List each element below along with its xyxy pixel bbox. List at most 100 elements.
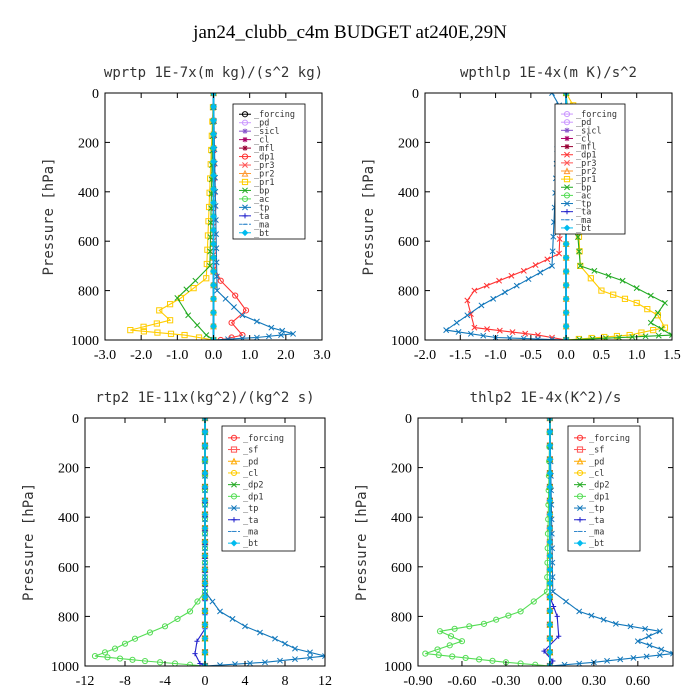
data-point	[292, 645, 298, 652]
data-point	[247, 660, 253, 666]
panel-title: rtp2 1E-11x(kg^2)/(kg^2 s)	[95, 390, 314, 406]
data-point	[670, 650, 673, 657]
legend: _forcing_pd_sicl_cl_mfl_dp1_pr3_pr2_pr1_…	[554, 103, 626, 235]
data-point	[546, 566, 554, 573]
data-point	[167, 317, 174, 324]
legend-marker	[564, 144, 570, 150]
data-point	[546, 442, 554, 449]
data-point	[532, 661, 539, 666]
x-tick-label: -0.90	[403, 674, 432, 689]
x-tick-label: 0.30	[582, 674, 607, 689]
legend-label: _pr3	[576, 159, 596, 169]
data-point	[520, 335, 527, 340]
series-line-dp1	[466, 93, 567, 340]
data-point	[231, 304, 237, 311]
x-tick-label: -1.0	[484, 348, 506, 363]
data-point	[505, 612, 512, 619]
data-point	[561, 661, 568, 666]
data-point	[201, 635, 209, 642]
legend-marker	[576, 434, 584, 441]
series-group	[91, 418, 325, 666]
data-point	[210, 103, 217, 111]
data-point	[616, 334, 623, 340]
y-tick-label: 800	[398, 285, 419, 300]
data-point	[562, 268, 570, 275]
data-point	[576, 660, 583, 666]
legend-marker	[241, 195, 249, 202]
legend-label: _dp2	[589, 481, 609, 491]
data-point	[576, 248, 583, 255]
panel-title: thlp2 1E-4x(K^2)/s	[470, 390, 622, 406]
legend-label: _ta	[243, 516, 258, 526]
x-tick-label: -2.0	[414, 348, 436, 363]
legend-label: _sicl	[576, 126, 602, 136]
data-point	[658, 646, 665, 653]
data-point	[210, 322, 217, 330]
data-point	[242, 307, 250, 314]
data-point	[229, 615, 236, 622]
data-point	[210, 213, 217, 220]
data-point	[598, 287, 605, 294]
data-point	[458, 638, 466, 645]
legend-label: _cl	[589, 469, 604, 479]
data-point	[201, 580, 209, 587]
data-point	[192, 651, 198, 657]
y-tick-label: 200	[78, 136, 99, 151]
x-tick-label: 2.0	[277, 348, 295, 363]
data-point	[541, 648, 547, 654]
data-point	[554, 613, 560, 619]
legend-label: _pr3	[254, 161, 274, 171]
data-point	[322, 653, 325, 660]
data-point	[471, 324, 478, 331]
legend-label: _sf	[243, 446, 258, 456]
legend-marker	[242, 128, 248, 134]
data-point	[210, 130, 217, 138]
data-point	[634, 638, 641, 645]
legend-marker	[230, 457, 238, 465]
data-point	[154, 329, 161, 336]
data-point	[626, 331, 633, 339]
data-point	[201, 511, 209, 518]
data-point	[257, 629, 263, 636]
y-tick-label: 600	[58, 561, 79, 576]
legend-marker	[563, 167, 571, 175]
legend-marker	[563, 110, 571, 118]
data-point	[646, 642, 653, 649]
data-point	[277, 657, 283, 664]
data-point	[174, 615, 181, 622]
x-tick-label: -0.60	[447, 674, 476, 689]
data-point	[642, 625, 649, 632]
y-tick-label: 1000	[391, 334, 419, 349]
data-point	[556, 633, 562, 639]
data-point	[546, 418, 553, 421]
series-line-dp1	[425, 418, 551, 666]
data-point	[206, 262, 213, 269]
data-point	[509, 329, 516, 336]
legend-marker	[231, 517, 237, 523]
data-point	[217, 608, 223, 615]
data-point	[194, 638, 200, 644]
data-point	[645, 633, 652, 640]
data-point	[207, 234, 214, 241]
data-point	[562, 309, 570, 316]
data-point	[550, 603, 557, 610]
legend-marker	[242, 187, 248, 194]
legend-label: _cl	[576, 134, 591, 144]
y-tick-label: 200	[398, 136, 419, 151]
data-point	[203, 275, 210, 282]
data-point	[562, 322, 570, 330]
data-point	[480, 332, 487, 339]
data-point	[546, 648, 554, 656]
data-point	[464, 312, 471, 319]
legend-marker	[563, 192, 571, 199]
data-point	[214, 287, 221, 294]
legend-label: _cl	[254, 136, 269, 146]
x-tick-label: -1.0	[166, 348, 188, 363]
data-point	[562, 295, 570, 303]
x-tick-label: 3.0	[313, 348, 331, 363]
x-tick-label: -8	[119, 674, 131, 689]
legend-marker	[564, 151, 570, 158]
x-tick-label: 8	[282, 674, 289, 689]
data-point	[493, 616, 500, 623]
data-point	[647, 292, 654, 299]
